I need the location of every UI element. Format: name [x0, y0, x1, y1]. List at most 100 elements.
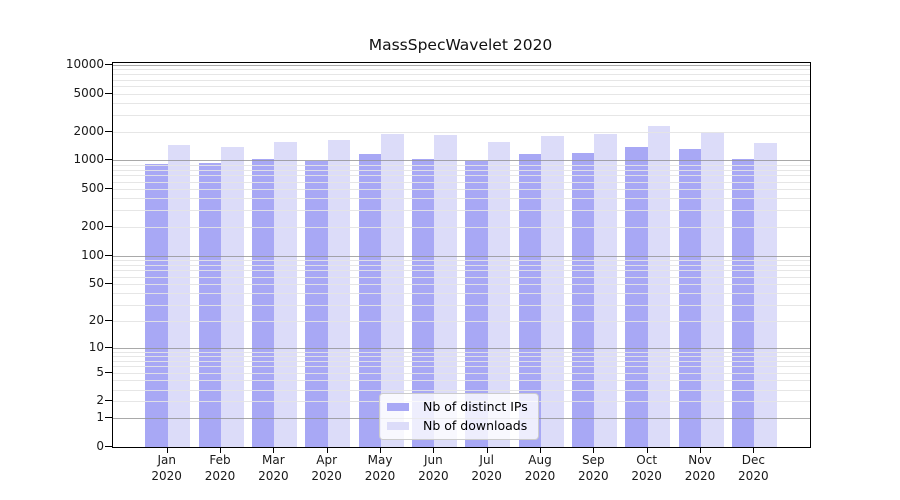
bar-downloads-aug	[541, 135, 564, 447]
x-tick-mark	[326, 447, 328, 453]
x-tick-label-sep: Sep 2020	[578, 453, 609, 483]
plot-area: Nb of distinct IPs Nb of downloads	[112, 62, 811, 448]
bar-downloads-jul	[487, 141, 511, 447]
x-tick-label-nov: Nov 2020	[684, 453, 716, 483]
bar-ips-jun	[411, 158, 435, 447]
x-tick-label-jun: Jun 2020	[418, 453, 449, 483]
minor-gridline	[113, 259, 810, 261]
y-tick-mark	[105, 319, 112, 321]
minor-gridline	[113, 270, 810, 272]
legend-swatch-distinct-ips	[387, 402, 409, 411]
x-tick-label-jul: Jul 2020	[471, 453, 502, 483]
y-tick-label: 2000	[73, 123, 104, 138]
minor-gridline	[113, 131, 810, 133]
bar-ips-dec	[731, 158, 755, 447]
y-tick-mark	[105, 159, 112, 161]
minor-gridline	[113, 164, 810, 166]
bar-downloads-jun	[434, 134, 457, 447]
minor-gridline	[113, 189, 810, 191]
y-tick-label: 500	[81, 181, 104, 196]
y-tick-label: 50	[88, 275, 104, 290]
minor-gridline	[113, 283, 810, 285]
bar-downloads-may	[381, 134, 404, 447]
bars-layer	[113, 63, 810, 447]
bar-ips-nov	[678, 148, 701, 447]
x-tick-label-aug: Aug 2020	[524, 453, 556, 483]
x-tick-label-feb: Feb 2020	[204, 453, 236, 483]
minor-gridline	[113, 181, 810, 183]
bar-ips-apr	[305, 160, 328, 447]
bar-downloads-feb	[221, 146, 244, 447]
bar-ips-mar	[251, 158, 275, 447]
legend-item-downloads: Nb of downloads	[387, 418, 528, 433]
x-tick-label-may: May 2020	[364, 453, 396, 483]
x-tick-label-apr: Apr 2020	[311, 453, 342, 483]
x-tick-mark	[753, 447, 755, 453]
minor-gridline	[113, 355, 810, 357]
y-tick-mark	[105, 446, 112, 447]
x-tick-mark	[166, 447, 168, 453]
x-tick-mark	[220, 447, 222, 453]
minor-gridline	[113, 304, 810, 306]
y-tick-label: 1	[96, 410, 104, 425]
y-tick-label: 0	[96, 439, 104, 453]
legend-label: Nb of distinct IPs	[423, 399, 528, 414]
legend-label: Nb of downloads	[423, 418, 528, 433]
y-tick-label: 20	[88, 312, 104, 327]
x-tick-mark	[700, 447, 701, 453]
minor-gridline	[113, 102, 810, 104]
y-tick-mark	[105, 371, 112, 373]
x-tick-label-mar: Mar 2020	[258, 453, 289, 483]
major-gridline	[113, 160, 810, 162]
bar-downloads-jan	[167, 145, 191, 447]
minor-gridline	[113, 360, 810, 362]
y-tick-label: 10000	[65, 56, 104, 71]
x-tick-label-dec: Dec 2020	[738, 453, 769, 483]
minor-gridline	[113, 114, 810, 116]
minor-gridline	[113, 198, 810, 200]
y-tick-mark	[105, 417, 112, 419]
y-tick-label: 5	[96, 364, 104, 379]
gridlines-layer	[113, 63, 810, 447]
y-tick-mark	[105, 400, 112, 402]
y-tick-label: 200	[81, 219, 104, 234]
minor-gridline	[113, 175, 810, 177]
y-tick-mark	[105, 130, 112, 132]
minor-gridline	[113, 69, 810, 71]
bar-ips-jul	[465, 160, 488, 447]
chart-title: MassSpecWavelet 2020	[368, 36, 553, 54]
minor-gridline	[113, 380, 810, 382]
x-tick-label-oct: Oct 2020	[631, 453, 662, 483]
minor-gridline	[113, 264, 810, 266]
y-tick-mark	[105, 188, 112, 190]
y-tick-mark	[105, 63, 112, 65]
legend-item-distinct-ips: Nb of distinct IPs	[387, 399, 528, 414]
minor-gridline	[113, 86, 810, 88]
major-gridline	[113, 64, 810, 66]
minor-gridline	[113, 292, 810, 294]
y-tick-label: 1000	[73, 152, 104, 167]
bar-downloads-sep	[594, 133, 617, 447]
minor-gridline	[113, 227, 810, 229]
legend-swatch-downloads	[387, 421, 409, 430]
major-gridline	[113, 347, 810, 349]
minor-gridline	[113, 210, 810, 212]
minor-gridline	[113, 74, 810, 76]
y-tick-mark	[105, 346, 112, 348]
legend: Nb of distinct IPs Nb of downloads	[379, 393, 539, 440]
y-tick-mark	[105, 254, 112, 256]
y-tick-label: 100	[81, 247, 104, 262]
x-tick-mark	[380, 447, 382, 453]
minor-gridline	[113, 276, 810, 278]
minor-gridline	[113, 320, 810, 322]
minor-gridline	[113, 351, 810, 353]
bar-downloads-mar	[274, 142, 297, 447]
y-tick-label: 5000	[73, 85, 104, 100]
y-tick-mark	[105, 282, 112, 284]
minor-gridline	[113, 372, 810, 374]
y-tick-mark	[105, 92, 112, 94]
x-tick-mark	[593, 447, 595, 453]
minor-gridline	[113, 389, 810, 391]
bar-downloads-dec	[754, 142, 777, 447]
